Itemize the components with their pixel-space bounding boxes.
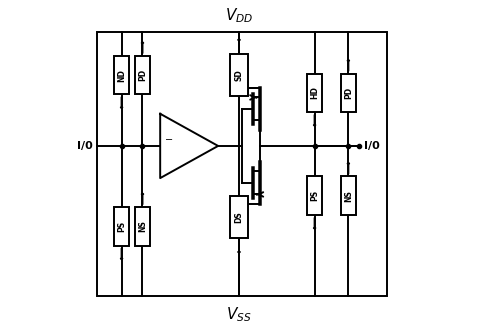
Text: PS: PS (310, 190, 319, 201)
Text: SD: SD (235, 69, 243, 81)
Bar (135, 56, 150, 94)
Bar (98, 32, 387, 295)
Bar (230, 54, 248, 96)
Bar (341, 176, 356, 215)
Text: DS: DS (235, 211, 243, 223)
Text: $-$: $-$ (164, 133, 173, 143)
Bar (114, 56, 130, 94)
Text: PS: PS (117, 221, 126, 232)
Text: I/0: I/0 (364, 141, 380, 151)
Text: PD: PD (344, 87, 353, 99)
Bar (135, 207, 150, 246)
Text: ND: ND (117, 69, 126, 82)
Bar (307, 74, 322, 112)
Text: $V_{DD}$: $V_{DD}$ (225, 6, 253, 25)
Bar (114, 207, 130, 246)
Text: NS: NS (138, 220, 147, 232)
Text: HD: HD (310, 87, 319, 99)
Text: $V_{SS}$: $V_{SS}$ (226, 305, 252, 324)
Bar (341, 74, 356, 112)
Bar (230, 196, 248, 238)
Bar (307, 176, 322, 215)
Text: PD: PD (138, 69, 147, 81)
Text: I/0: I/0 (77, 141, 93, 151)
Text: NS: NS (344, 190, 353, 202)
